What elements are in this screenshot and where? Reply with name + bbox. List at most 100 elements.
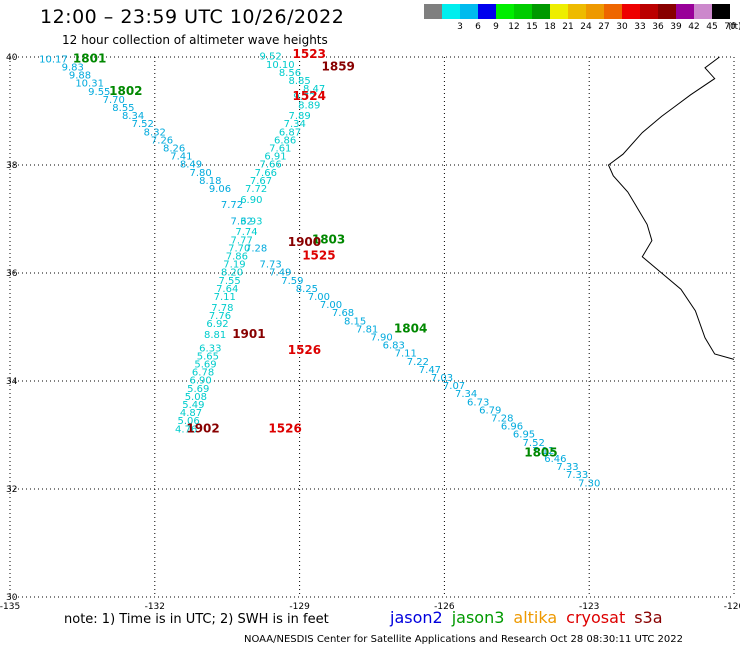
- pass-time-label: 1526: [268, 421, 301, 435]
- wave-height-value: 8.47: [303, 84, 325, 95]
- wave-height-value: 8.85: [288, 76, 310, 87]
- wave-height-value: 7.49: [269, 268, 291, 279]
- lon-tick-label: -132: [145, 602, 165, 612]
- wave-height-value: 6.92: [206, 319, 228, 330]
- wave-height-value: 6.87: [279, 127, 301, 138]
- wave-height-value: 6.90: [190, 376, 212, 387]
- lat-tick-label: 38: [6, 161, 18, 171]
- scale-swatch: [586, 4, 604, 19]
- scale-label: 33: [634, 22, 646, 32]
- wave-height-value: 7.34: [455, 389, 477, 400]
- scale-swatch: [478, 4, 496, 19]
- wave-height-value: 5.65: [197, 351, 219, 362]
- wave-height-value: 6.73: [467, 397, 489, 408]
- scale-label: 24: [580, 22, 592, 32]
- pass-time-label: 1900: [288, 235, 321, 249]
- scale-swatch: [460, 4, 478, 19]
- wave-height-value: 7.73: [260, 260, 282, 271]
- wave-height-value: 9.88: [69, 71, 91, 82]
- scale-label: 12: [508, 22, 520, 32]
- wave-height-values: 10.179.839.8810.319.557.708.558.347.528.…: [39, 52, 600, 490]
- pass-time-label: 1805: [524, 446, 557, 460]
- wave-height-value: 8.32: [144, 127, 166, 138]
- wave-height-value: 7.64: [216, 284, 238, 295]
- scale-label: 27: [598, 22, 610, 32]
- wave-height-value: 8.20: [221, 268, 243, 279]
- wave-height-value: 9.55: [88, 87, 110, 98]
- pass-time-label: 1523: [293, 47, 326, 61]
- lat-tick-label: 40: [6, 53, 18, 63]
- wave-height-value: 7.66: [260, 160, 282, 171]
- wave-height-value: 7.80: [190, 168, 212, 179]
- wave-height-value: 8.55: [112, 103, 134, 114]
- wave-height-value: 8.34: [122, 111, 144, 122]
- wave-height-value: 9.52: [260, 52, 282, 63]
- lon-tick-label: -126: [434, 602, 455, 612]
- scale-label: 39: [670, 22, 682, 32]
- wave-height-value: 7.52: [132, 119, 154, 130]
- wave-height-value: 6.83: [383, 341, 405, 352]
- wave-height-value: 7.22: [407, 357, 429, 368]
- wave-height-value: 7.34: [284, 119, 306, 130]
- lon-tick-label: -135: [0, 602, 20, 612]
- pass-time-label: 1901: [232, 327, 265, 341]
- wave-height-value: 6.33: [199, 343, 221, 354]
- pass-time-label: 1803: [312, 232, 345, 246]
- wave-height-value: 6.46: [544, 454, 566, 465]
- scale-label: 9: [493, 22, 499, 32]
- wave-height-value: 7.32: [231, 216, 253, 227]
- wave-height-value: 8.15: [344, 316, 366, 327]
- wave-height-value: 7.41: [170, 152, 192, 163]
- wave-height-value: 6.95: [513, 430, 535, 441]
- california-coastline: [607, 56, 735, 360]
- wave-height-value: 7.90: [371, 333, 393, 344]
- scale-swatch: [442, 4, 460, 19]
- wave-height-value: 7.72: [245, 184, 267, 195]
- scale-swatch: [712, 4, 730, 19]
- scale-swatch: [514, 4, 532, 19]
- axis-tick-labels: -135 -132 -129 -126 -123 -120 40 38 36 34 32 30: [0, 53, 740, 612]
- wave-height-value: 8.89: [298, 100, 320, 111]
- satellite-legend-item: jason2: [390, 608, 443, 627]
- wave-height-value: 7.76: [209, 311, 231, 322]
- lat-tick-label: 32: [6, 485, 17, 495]
- wave-height-value: 7.28: [491, 414, 513, 425]
- wave-height-value: 7.00: [320, 300, 342, 311]
- wave-height-value: 7.66: [255, 168, 277, 179]
- lon-tick-label: -129: [289, 602, 310, 612]
- wave-height-value: 6.86: [274, 135, 296, 146]
- wave-height-value: 6.90: [240, 195, 262, 206]
- scale-swatch: [658, 4, 676, 19]
- wave-height-value: 7.70: [103, 95, 125, 106]
- lon-tick-label: -120: [724, 602, 740, 612]
- wave-height-value: 7.86: [226, 252, 248, 263]
- lat-lon-grid: [9, 56, 735, 598]
- wave-height-value: 5.06: [177, 416, 199, 427]
- wave-height-value: 8.56: [279, 68, 301, 79]
- pass-time-label: 1525: [302, 249, 335, 263]
- wave-height-value: 7.68: [332, 308, 354, 319]
- coastline: [607, 56, 735, 360]
- wave-height-value: 7.11: [395, 349, 417, 360]
- wave-height-value: 8.25: [296, 284, 318, 295]
- wave-height-value: 6.93: [240, 216, 262, 227]
- wave-height-value: 7.33: [566, 470, 588, 481]
- wave-height-value: 7.11: [214, 292, 236, 303]
- scale-swatch: [568, 4, 586, 19]
- wave-height-value: 4.76: [175, 424, 197, 435]
- scale-label: 15: [526, 22, 538, 32]
- wave-height-value: 5.08: [185, 392, 207, 403]
- pass-time-label: 1526: [288, 343, 321, 357]
- scale-swatch: [640, 4, 658, 19]
- wave-height-value: 5.69: [187, 384, 209, 395]
- wave-height-value: 8.26: [163, 144, 185, 155]
- wave-height-value: 7.59: [281, 276, 303, 287]
- wave-height-value: 7.67: [250, 176, 272, 187]
- wave-height-value: 7.33: [556, 462, 578, 473]
- wave-height-value: 6.78: [192, 368, 214, 379]
- satellite-legend-item: jason3: [451, 608, 505, 627]
- wave-height-value: 10.31: [75, 79, 104, 90]
- scale-label: 21: [562, 22, 574, 32]
- wave-height-value: 7.28: [245, 243, 267, 254]
